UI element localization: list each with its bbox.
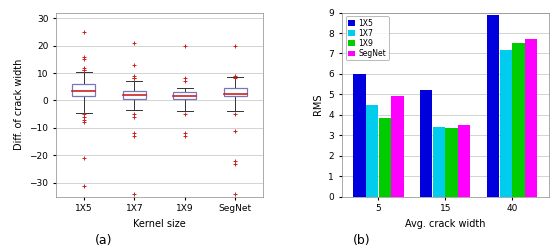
Bar bbox=[174, 92, 196, 99]
Bar bbox=[458, 125, 470, 197]
Bar bbox=[433, 127, 445, 197]
Bar bbox=[525, 39, 537, 197]
Bar bbox=[512, 43, 525, 197]
Bar bbox=[445, 128, 458, 197]
Y-axis label: RMS: RMS bbox=[313, 94, 323, 115]
Bar bbox=[379, 118, 391, 197]
Bar bbox=[391, 97, 404, 197]
X-axis label: Kernel size: Kernel size bbox=[133, 219, 186, 229]
Bar bbox=[487, 15, 499, 197]
Bar bbox=[224, 88, 246, 96]
Bar bbox=[123, 91, 146, 99]
Legend: 1X5, 1X7, 1X9, SegNet: 1X5, 1X7, 1X9, SegNet bbox=[346, 16, 389, 60]
Y-axis label: Diff. of crack width: Diff. of crack width bbox=[14, 59, 24, 150]
Text: (b): (b) bbox=[352, 234, 370, 247]
Bar bbox=[72, 84, 95, 96]
X-axis label: Avg. crack width: Avg. crack width bbox=[405, 219, 486, 229]
Bar bbox=[420, 90, 432, 197]
Bar bbox=[353, 74, 366, 197]
Bar bbox=[366, 105, 379, 197]
Text: (a): (a) bbox=[95, 234, 113, 247]
Bar bbox=[500, 50, 512, 197]
